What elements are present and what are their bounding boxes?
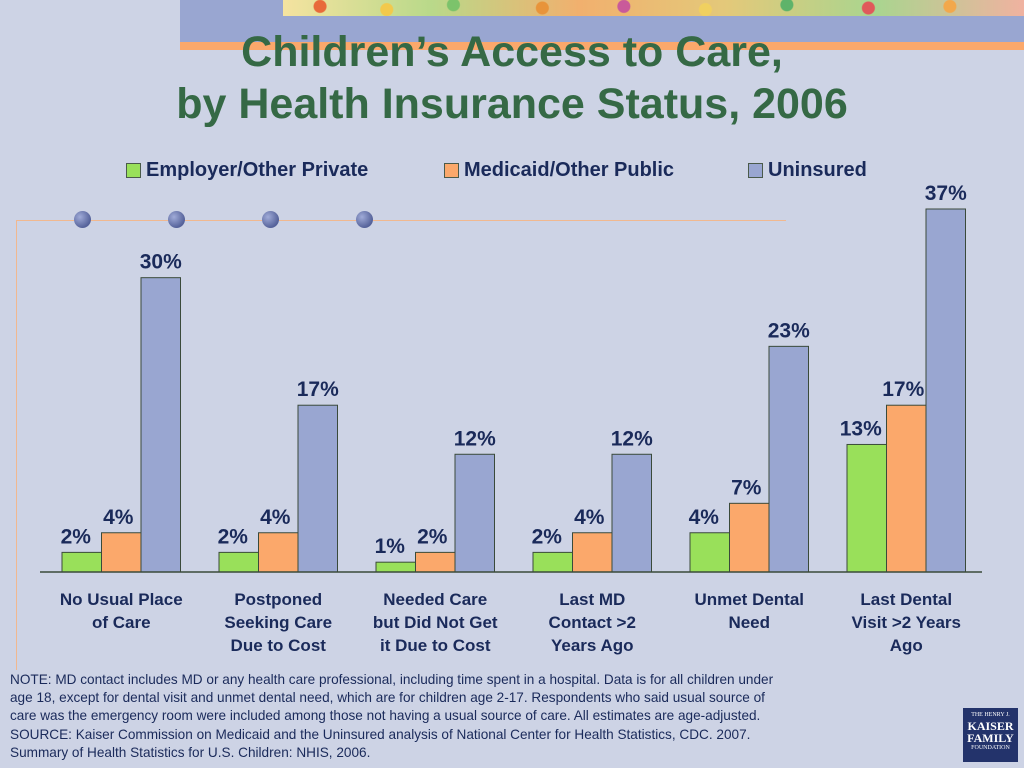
data-label: 30%	[140, 251, 182, 274]
data-label: 2%	[218, 525, 249, 548]
data-label: 1%	[375, 535, 406, 558]
legend-label-employer: Employer/Other Private	[146, 159, 369, 181]
data-label: 2%	[532, 525, 563, 548]
decorative-dot	[74, 211, 91, 228]
category-label: Years Ago	[551, 636, 634, 655]
bar	[415, 551, 456, 573]
legend-swatch-uninsured	[748, 163, 763, 178]
bar	[297, 404, 338, 573]
data-label: 2%	[417, 525, 448, 548]
data-label: 12%	[454, 427, 496, 450]
category-label: Need	[728, 613, 770, 632]
bar	[925, 208, 966, 573]
bar	[375, 561, 416, 573]
header-accent-line	[180, 42, 1024, 50]
source-line: SOURCE: Kaiser Commission on Medicaid an…	[10, 726, 751, 742]
category-label: Last MD	[559, 590, 625, 609]
bar-chart: 2% 4% 30% No Usual Place of Care 2% 4% 17% Postp…	[40, 182, 982, 655]
legend-label-medicaid: Medicaid/Other Public	[464, 159, 675, 181]
data-label: 37%	[925, 182, 967, 205]
note-line: age 18, except for dental visit and unme…	[10, 690, 765, 706]
data-label: 4%	[574, 506, 605, 529]
data-label: 12%	[611, 427, 653, 450]
kaiser-family-foundation-logo: THE HENRY J. KAISER FAMILY FOUNDATION	[963, 708, 1018, 762]
bar	[140, 277, 181, 573]
source-line: Summary of Health Statistics for U.S. Ch…	[10, 744, 371, 760]
bar	[572, 532, 613, 573]
category-label: Visit >2 Years	[852, 613, 962, 632]
bar	[729, 502, 770, 573]
legend-swatch-medicaid	[444, 163, 459, 178]
data-label: 4%	[260, 506, 291, 529]
bar	[454, 453, 495, 573]
bar	[532, 551, 573, 573]
logo-line: FOUNDATION	[971, 745, 1010, 751]
category-label: but Did Not Get	[373, 613, 498, 632]
note-line: care was the emergency room were include…	[10, 708, 761, 724]
data-label: 17%	[882, 378, 924, 401]
category-label: Contact >2	[549, 613, 636, 632]
decorative-line-vertical	[16, 220, 17, 670]
bar	[611, 453, 652, 573]
chart-title: Children’s Access to Care, by Health Ins…	[0, 26, 1024, 130]
category-label: Seeking Care	[224, 613, 332, 632]
legend-label-uninsured: Uninsured	[768, 159, 867, 181]
bar	[61, 551, 102, 573]
data-label: 23%	[768, 319, 810, 342]
bar	[689, 532, 730, 573]
title-line-2: by Health Insurance Status, 2006	[176, 80, 848, 128]
bar	[101, 532, 142, 573]
chart-legend: Employer/Other Private Medicaid/Other Pu…	[0, 157, 1024, 183]
bar	[846, 443, 887, 573]
data-label: 4%	[689, 506, 720, 529]
data-label: 2%	[61, 525, 92, 548]
legend-swatch-employer	[126, 163, 141, 178]
header-photo-strip	[283, 0, 1024, 16]
bar	[218, 551, 259, 573]
category-label: Unmet Dental	[694, 590, 804, 609]
category-label: Last Dental	[860, 590, 952, 609]
bar	[886, 404, 927, 573]
decorative-dot	[168, 211, 185, 228]
logo-line: FAMILY	[967, 731, 1014, 745]
title-line-1: Children’s Access to Care,	[241, 28, 783, 76]
footnote: NOTE: MD contact includes MD or any heal…	[10, 671, 910, 762]
logo-line: KAISER	[967, 719, 1014, 733]
category-label: Ago	[890, 636, 923, 655]
category-label: Needed Care	[383, 590, 487, 609]
decorative-dot	[262, 211, 279, 228]
category-label: Due to Cost	[231, 636, 327, 655]
bar	[768, 345, 809, 573]
logo-line: THE HENRY J.	[971, 712, 1010, 718]
category-label: Postponed	[234, 590, 322, 609]
bar	[258, 532, 299, 573]
note-line: NOTE: MD contact includes MD or any heal…	[10, 672, 774, 687]
category-label: of Care	[92, 613, 151, 632]
category-label: it Due to Cost	[380, 636, 491, 655]
data-label: 13%	[840, 417, 882, 440]
data-label: 4%	[103, 506, 134, 529]
decorative-line-horizontal	[16, 220, 786, 221]
category-label: No Usual Place	[60, 590, 183, 609]
data-label: 7%	[731, 476, 762, 499]
data-label: 17%	[297, 378, 339, 401]
decorative-dot	[356, 211, 373, 228]
